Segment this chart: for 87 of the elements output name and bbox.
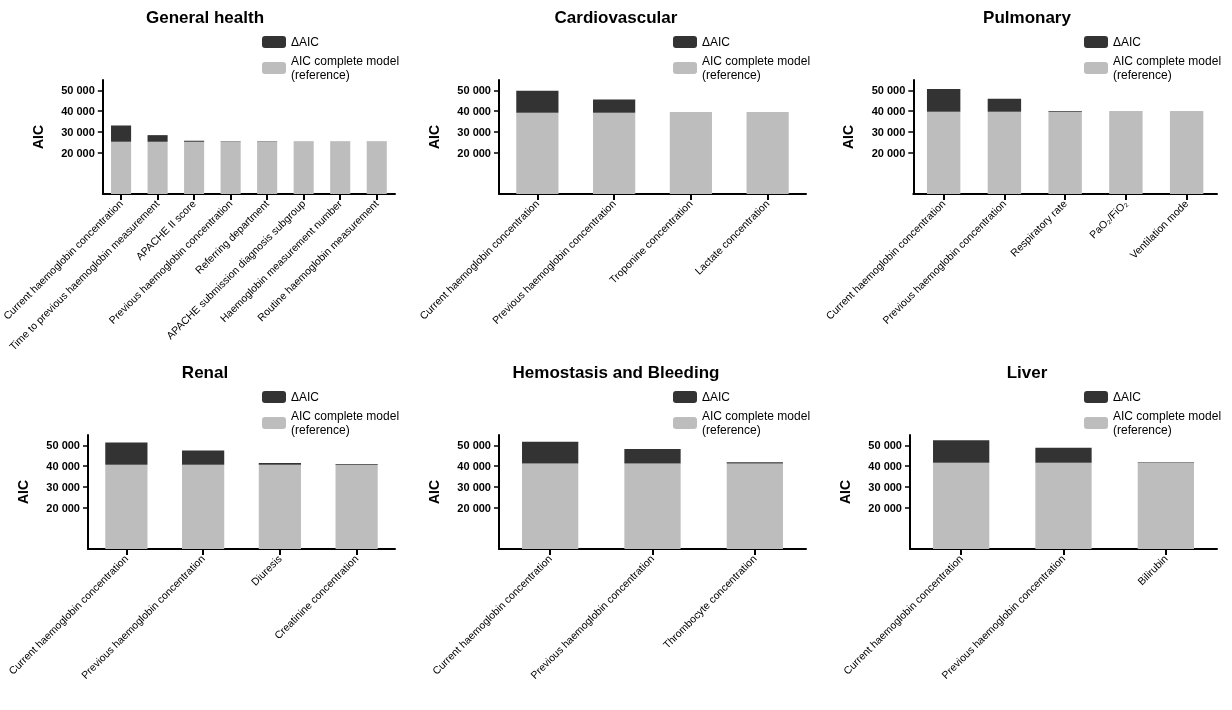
y-tick-label: 20 000 xyxy=(871,146,906,159)
y-tick-label: 30 000 xyxy=(457,480,491,493)
bar xyxy=(516,90,559,113)
bar xyxy=(726,463,783,549)
legend-label: ΔAIC xyxy=(702,35,731,49)
bar xyxy=(1169,111,1204,194)
legend-label: ΔAIC xyxy=(1113,35,1142,49)
bar xyxy=(522,441,579,464)
y-axis-title: AIC xyxy=(426,124,442,150)
bar xyxy=(516,112,559,194)
y-tick-label: 30 000 xyxy=(871,125,906,138)
y-tick-label: 20 000 xyxy=(46,501,80,514)
bar xyxy=(147,141,168,194)
legend-label: AIC complete model (reference) xyxy=(1113,409,1225,437)
y-tick-label: 20 000 xyxy=(457,501,491,514)
bar xyxy=(1137,462,1194,549)
y-tick-label: 40 000 xyxy=(46,460,80,473)
bar xyxy=(987,111,1022,194)
chart-title: Cardiovascular xyxy=(554,8,678,27)
y-tick-label: 40 000 xyxy=(61,105,95,118)
bar xyxy=(105,442,148,465)
bar xyxy=(669,112,712,194)
y-tick-label: 20 000 xyxy=(61,146,95,159)
bar xyxy=(593,99,636,113)
y-tick-label: 50 000 xyxy=(46,439,80,452)
chart-title: General health xyxy=(145,8,265,27)
legend-label: ΔAIC xyxy=(1113,390,1142,404)
bar xyxy=(1035,447,1092,463)
bar xyxy=(111,125,132,142)
bar xyxy=(111,141,132,194)
y-tick-label: 30 000 xyxy=(457,125,491,138)
bar xyxy=(220,141,241,194)
bar xyxy=(1109,111,1143,194)
bar xyxy=(926,88,961,112)
y-tick-label: 50 000 xyxy=(871,84,906,97)
bar xyxy=(746,112,789,194)
bar xyxy=(1035,462,1092,549)
legend-label: AIC complete model (reference) xyxy=(291,54,403,82)
bar xyxy=(933,440,990,463)
chart-title: Liver xyxy=(1006,363,1048,382)
bar xyxy=(293,141,314,194)
bar xyxy=(182,450,225,465)
bar xyxy=(366,141,387,194)
y-tick-label: 20 000 xyxy=(457,146,491,159)
legend-label: AIC complete model (reference) xyxy=(1113,54,1225,82)
y-tick-label: 50 000 xyxy=(61,84,95,97)
legend-label: ΔAIC xyxy=(291,390,320,404)
bar xyxy=(1048,111,1082,194)
y-axis-title: AIC xyxy=(426,479,442,505)
y-tick-label: 30 000 xyxy=(61,125,95,138)
y-tick-label: 50 000 xyxy=(457,439,491,452)
bar xyxy=(257,141,278,194)
y-tick-label: 50 000 xyxy=(457,84,491,97)
y-tick-label: 20 000 xyxy=(868,501,902,514)
y-axis-title: AIC xyxy=(837,479,853,505)
y-tick-label: 50 000 xyxy=(868,439,902,452)
bar xyxy=(147,135,168,142)
chart-title: Renal xyxy=(181,363,229,382)
y-tick-label: 40 000 xyxy=(457,460,491,473)
chart-title: Hemostasis and Bleeding xyxy=(512,363,720,382)
bar xyxy=(933,462,990,549)
legend-label: AIC complete model (reference) xyxy=(291,409,403,437)
y-axis-title: AIC xyxy=(29,124,46,150)
bar xyxy=(926,111,961,194)
y-tick-label: 30 000 xyxy=(46,480,80,493)
legend-label: AIC complete model (reference) xyxy=(702,409,814,437)
bar xyxy=(258,464,301,549)
chart-title: Pulmonary xyxy=(983,8,1072,27)
bar xyxy=(624,448,681,464)
bar xyxy=(593,112,636,194)
y-tick-label: 40 000 xyxy=(871,105,906,118)
legend-label: ΔAIC xyxy=(702,390,731,404)
bar xyxy=(184,141,205,194)
bar xyxy=(624,463,681,549)
bar xyxy=(335,464,378,549)
bar xyxy=(522,463,579,549)
legend-label: ΔAIC xyxy=(291,35,320,49)
y-tick-label: 30 000 xyxy=(868,480,902,493)
bar xyxy=(105,464,148,549)
y-axis-title: AIC xyxy=(15,479,31,505)
legend-label: AIC complete model (reference) xyxy=(702,54,814,82)
y-tick-label: 40 000 xyxy=(868,460,902,473)
bar xyxy=(987,98,1022,112)
bar xyxy=(182,464,225,549)
y-axis-title: AIC xyxy=(840,124,857,150)
bar xyxy=(330,141,351,194)
y-tick-label: 40 000 xyxy=(457,105,491,118)
